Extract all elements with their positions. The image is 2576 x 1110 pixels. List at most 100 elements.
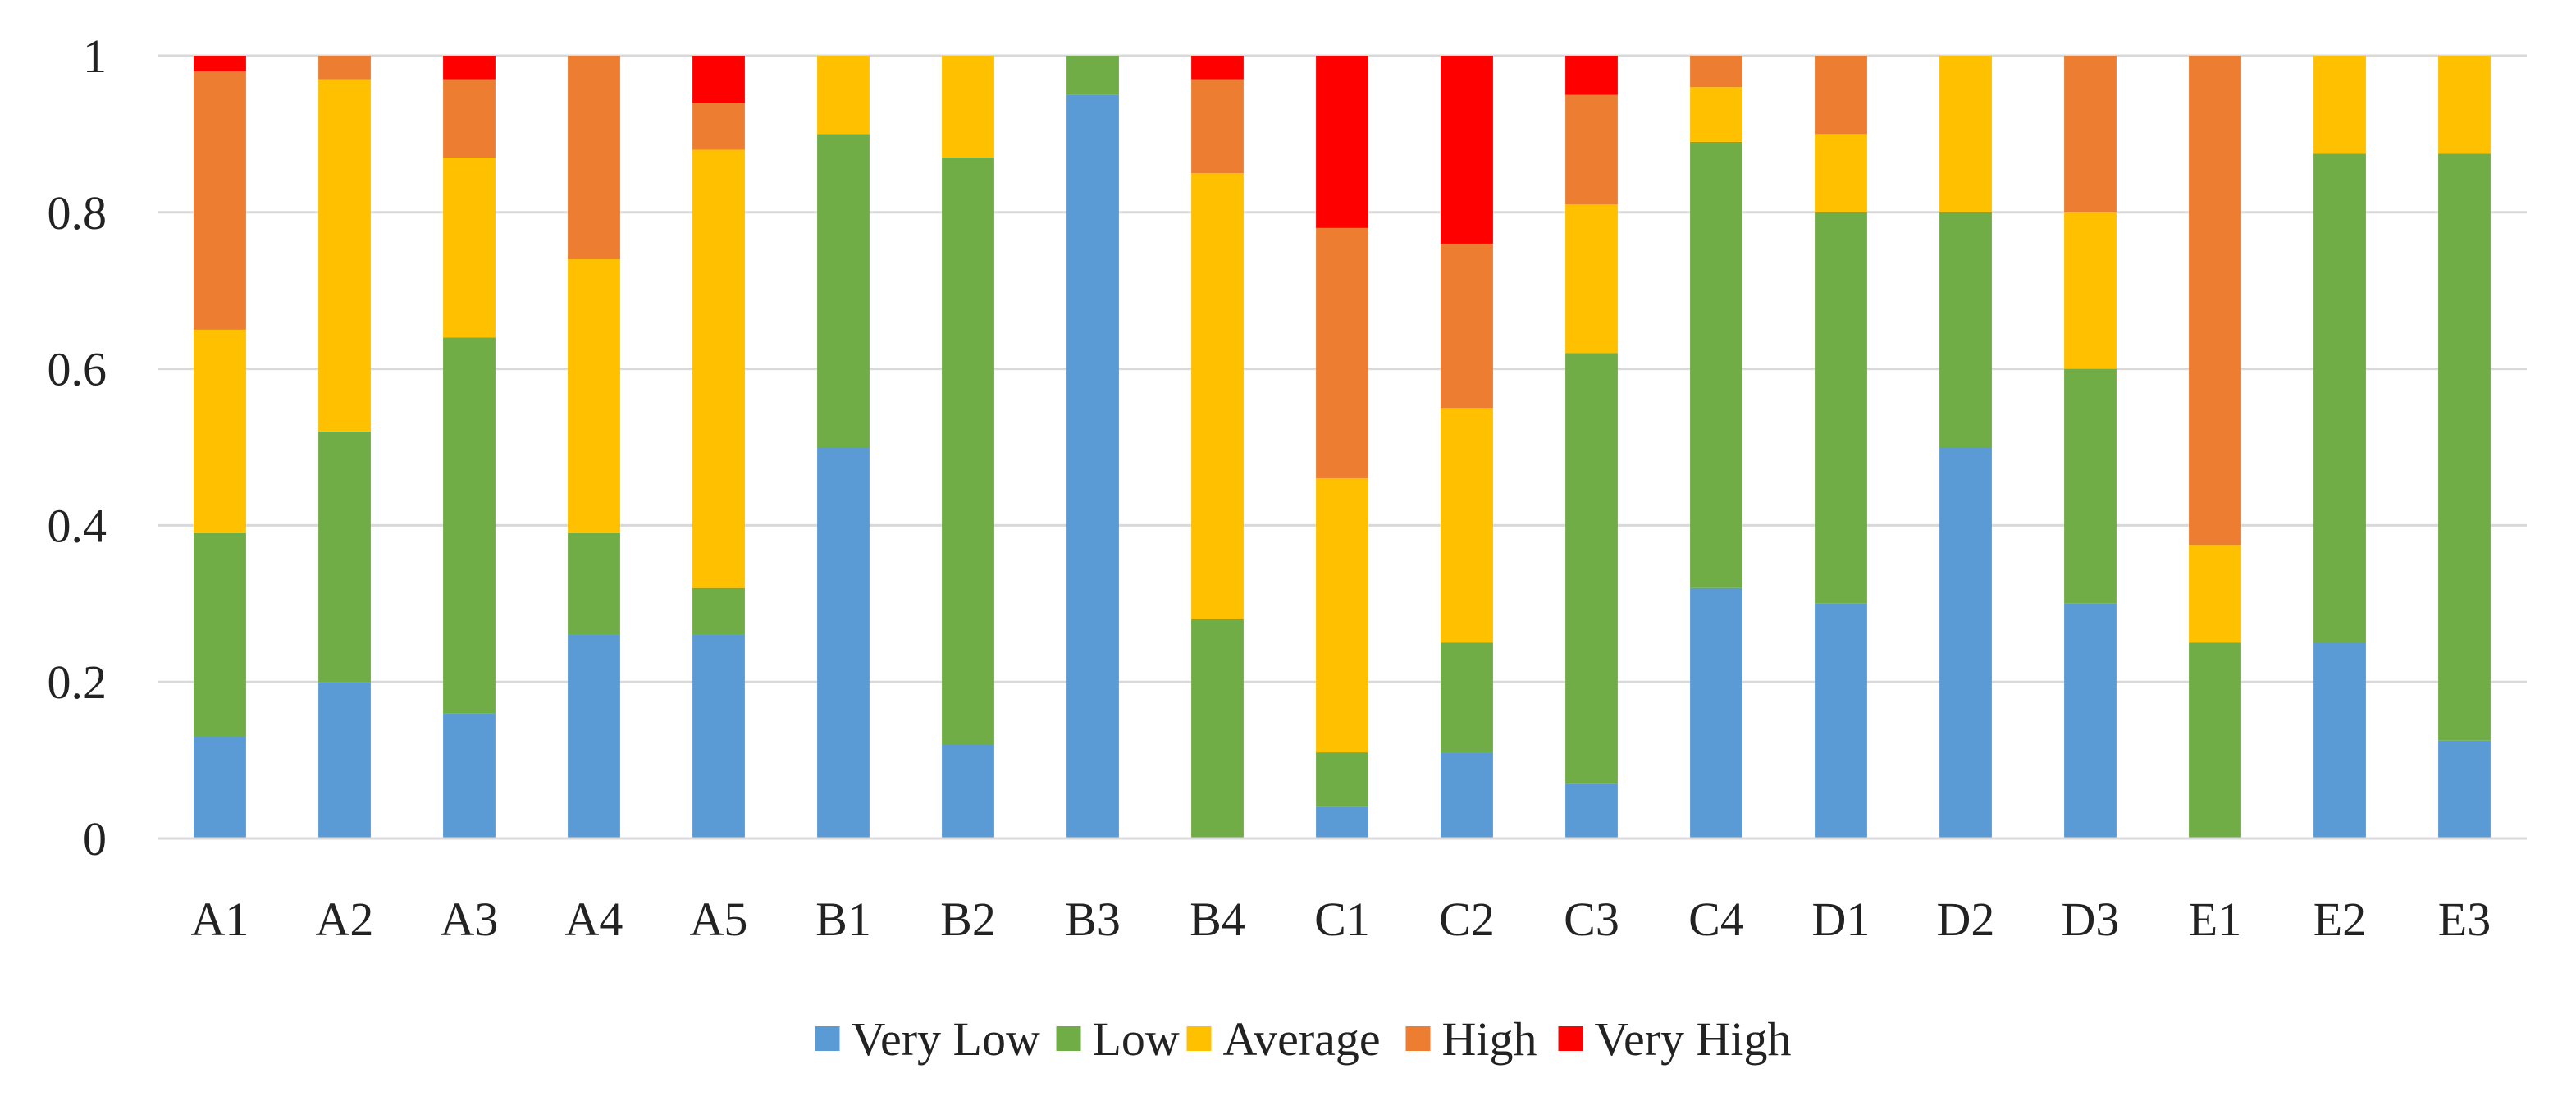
bar-segment-c3-average — [1565, 204, 1618, 354]
bar-segment-a4-low — [568, 532, 620, 635]
x-tick-label: E3 — [2438, 893, 2491, 946]
bar-segment-c4-high — [1690, 56, 1742, 88]
x-tick-label: A3 — [441, 893, 499, 946]
bar-segment-d2-very-low — [1939, 447, 1992, 838]
bar-segment-b1-low — [817, 134, 870, 447]
x-tick-label: A4 — [565, 893, 623, 946]
bar-segment-b2-very-low — [942, 744, 994, 838]
bar-segment-a2-very-low — [318, 682, 371, 838]
bar-segment-a2-average — [318, 79, 371, 432]
bar-segment-c3-very-low — [1565, 783, 1618, 838]
x-tick-label: E1 — [2189, 893, 2241, 946]
legend-label: Very High — [1595, 1012, 1792, 1066]
x-tick-label: C4 — [1688, 893, 1744, 946]
legend-swatch-average — [1186, 1026, 1212, 1051]
bar-segment-d3-low — [2064, 368, 2117, 604]
bar-segment-b3-very-low — [1066, 94, 1119, 838]
legend-label: Very Low — [852, 1012, 1040, 1066]
x-tick-label: C1 — [1314, 893, 1370, 946]
bar-segment-a3-very-low — [443, 713, 496, 838]
bar-segment-c1-very-high — [1316, 56, 1368, 228]
bar-segment-e1-low — [2189, 642, 2241, 838]
bar-segment-a4-very-low — [568, 634, 620, 838]
bar-segment-c1-low — [1316, 752, 1368, 807]
bar-segment-b4-low — [1191, 619, 1244, 838]
y-tick-label: 0.2 — [48, 655, 107, 709]
bar-segment-b2-low — [942, 158, 994, 745]
bar-segment-a3-low — [443, 337, 496, 714]
x-tick-label: D3 — [2062, 893, 2120, 946]
bar-segment-d3-average — [2064, 212, 2117, 369]
bar-segment-e1-high — [2189, 56, 2241, 546]
y-tick-label: 0.4 — [48, 499, 107, 552]
bar-segment-d1-high — [1815, 56, 1867, 135]
bar-segment-a2-high — [318, 56, 371, 80]
bar-segment-c2-very-high — [1441, 56, 1493, 244]
legend-swatch-very-low — [815, 1026, 840, 1051]
bar-segment-d3-high — [2064, 56, 2117, 212]
x-tick-label: E2 — [2313, 893, 2366, 946]
x-tick-label: B1 — [815, 893, 871, 946]
bar-segment-e3-very-low — [2438, 740, 2491, 838]
legend-swatch-low — [1056, 1026, 1081, 1051]
bar-segment-a5-high — [692, 103, 745, 150]
y-tick-label: 0.8 — [48, 186, 107, 240]
bar-segment-b2-average — [942, 56, 994, 158]
bar-segment-c2-very-low — [1441, 752, 1493, 838]
x-tick-label: C2 — [1439, 893, 1495, 946]
x-tick-label: B4 — [1190, 893, 1245, 946]
bar-segment-c1-average — [1316, 478, 1368, 753]
bar-segment-c4-average — [1690, 87, 1742, 142]
bar-segment-a1-very-high — [194, 56, 246, 72]
bar-segment-a1-low — [194, 532, 246, 737]
bar-segment-c2-average — [1441, 408, 1493, 643]
bar-segment-b1-average — [817, 56, 870, 135]
bar-segment-d1-average — [1815, 134, 1867, 212]
legend-label: Average — [1223, 1012, 1381, 1066]
bar-segment-e3-low — [2438, 153, 2491, 741]
x-tick-label: B3 — [1065, 893, 1121, 946]
bar-segment-c1-high — [1316, 227, 1368, 479]
y-axis-ticks: 0 0.2 0.4 0.6 0.8 1 — [48, 30, 107, 866]
bar-segment-d2-low — [1939, 212, 1992, 447]
bar-segment-a3-average — [443, 158, 496, 338]
legend-swatch-very-high — [1558, 1026, 1583, 1051]
bar-segment-b4-average — [1191, 173, 1244, 619]
bar-segment-e2-low — [2313, 153, 2366, 643]
y-tick-label: 0 — [83, 812, 107, 866]
bar-segment-b4-very-high — [1191, 56, 1244, 80]
bar-segment-c4-low — [1690, 141, 1742, 588]
bar-segment-a1-average — [194, 329, 246, 533]
bar-segment-d3-very-low — [2064, 603, 2117, 838]
y-tick-label: 1 — [83, 30, 107, 83]
bar-segment-b4-high — [1191, 79, 1244, 174]
bar-segment-d1-low — [1815, 212, 1867, 604]
bar-segment-a3-high — [443, 79, 496, 158]
x-tick-label: A2 — [316, 893, 374, 946]
bar-segment-c3-high — [1565, 94, 1618, 205]
x-tick-label: A1 — [191, 893, 249, 946]
bar-segment-b3-low — [1066, 56, 1119, 95]
legend: Very Low Low Average High Very High — [815, 1012, 1792, 1066]
bar-segment-c1-very-low — [1316, 806, 1368, 838]
bar-segment-c2-low — [1441, 642, 1493, 753]
bar-segment-c3-very-high — [1565, 56, 1618, 95]
bar-segment-d2-average — [1939, 56, 1992, 212]
bar-segment-c2-high — [1441, 243, 1493, 409]
bar-segment-e1-average — [2189, 545, 2241, 643]
bar-segment-a3-very-high — [443, 56, 496, 80]
bar-segment-c3-low — [1565, 353, 1618, 784]
bar-segment-e3-average — [2438, 56, 2491, 154]
legend-swatch-high — [1405, 1026, 1431, 1051]
bar-segment-e2-very-low — [2313, 642, 2366, 838]
bar-segment-d1-very-low — [1815, 603, 1867, 838]
x-tick-label: C3 — [1564, 893, 1619, 946]
bar-segment-e2-average — [2313, 56, 2366, 154]
bar-segment-a1-high — [194, 71, 246, 330]
bars — [194, 56, 2491, 838]
bar-segment-a1-very-low — [194, 736, 246, 838]
y-tick-label: 0.6 — [48, 343, 107, 396]
bar-segment-a2-low — [318, 431, 371, 683]
bar-segment-a5-average — [692, 149, 745, 588]
